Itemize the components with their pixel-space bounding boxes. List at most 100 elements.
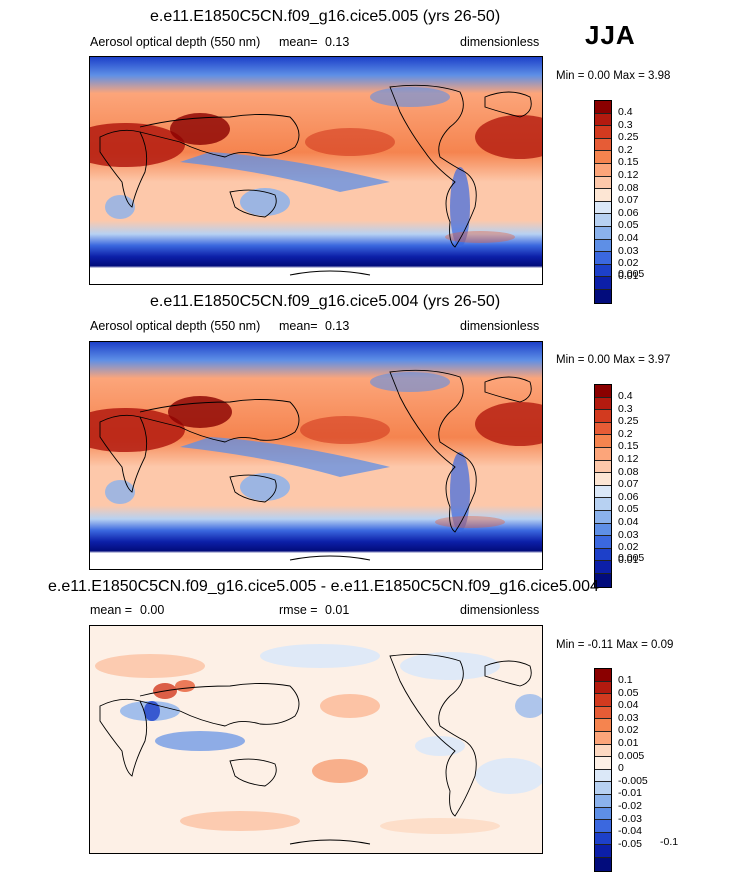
- panel3-title: e.e11.E1850C5CN.f09_g16.cice5.005 - e.e1…: [48, 578, 599, 595]
- panel3-cbar-label: 0.01: [618, 737, 639, 749]
- panel2-minmax: Min = 0.00 Max = 3.97: [556, 354, 671, 366]
- panel2-colorbar-cell: [595, 561, 611, 574]
- panel3-colorbar-cell: [595, 744, 611, 758]
- panel1-cbar-label: 0.04: [618, 232, 639, 244]
- panel2-colorbar-cell: [595, 573, 611, 587]
- panel1-minmax: Min = 0.00 Max = 3.98: [556, 70, 671, 82]
- panel3-colorbar-cell: [595, 719, 611, 732]
- panel3-colorbar-cell: [595, 832, 611, 846]
- panel2-colorbar-cell: [595, 447, 611, 461]
- panel3-colorbar-cell: [595, 769, 611, 783]
- panel1-colorbar-cell: [595, 264, 611, 278]
- panel3-coastlines: [99, 653, 532, 845]
- panel1-cbar-label: 0.05: [618, 219, 639, 232]
- panel1-cbar-label: 0.15: [618, 156, 639, 169]
- panel1-mean-label: mean=: [279, 35, 318, 49]
- panel2-variable: Aerosol optical depth (550 nm): [90, 319, 261, 333]
- panel1-colorbar-cell: [595, 138, 611, 152]
- panel3-map: [89, 625, 543, 854]
- panel1-colorbar-cell: [595, 252, 611, 265]
- panel1-cbar-label: 0.4: [618, 106, 633, 118]
- panel3-colorbar-cell: [595, 731, 611, 745]
- panel2-cbar-label: 0.12: [618, 453, 639, 465]
- panel2-cbar-label: 0.03: [618, 528, 639, 541]
- panel3-cbar-label: 0.1: [618, 674, 633, 686]
- panel3-cbar-label: 0.05: [618, 686, 639, 699]
- panel2-colorbar-cell: [595, 485, 611, 499]
- panel1-colorbar-cell: [595, 176, 611, 190]
- panel2-cbar-label: 0.3: [618, 402, 633, 415]
- panel1-units: dimensionless: [460, 35, 540, 49]
- panel3-units: dimensionless: [460, 603, 540, 617]
- panel2-map: [89, 341, 543, 570]
- panel2-colorbar-cell: [595, 435, 611, 448]
- panel1-cbar-label: 0.12: [618, 169, 639, 181]
- panel3-mean-label: mean =: [90, 603, 133, 617]
- panel2-colorbar-cell: [595, 397, 611, 411]
- panel3-minmax: Min = -0.11 Max = 0.09: [556, 639, 674, 651]
- panel2-colorbar-cell: [595, 385, 611, 398]
- panel3-cbar-label: 0: [618, 762, 624, 775]
- panel1-colorbar-cell: [595, 239, 611, 253]
- panel2-title: e.e11.E1850C5CN.f09_g16.cice5.004 (yrs 2…: [150, 293, 501, 310]
- panel3-colorbar-cell: [595, 694, 611, 707]
- panel1-cbar-label: 0.08: [618, 181, 639, 194]
- panel3-colorbar-cell: [595, 669, 611, 682]
- panel3-colorbar: [594, 668, 612, 872]
- season-label: JJA: [585, 20, 636, 50]
- panel2-cbar-label: 0.005: [618, 552, 645, 564]
- panel1-coastlines: [99, 84, 532, 276]
- panel3-mean-value: 0.00: [140, 603, 165, 617]
- panel3-colorbar-cell: [595, 857, 611, 871]
- panel3-difference-features: [95, 644, 542, 834]
- panel2-cbar-label: 0.25: [618, 415, 639, 428]
- panel1-colorbar-cell: [595, 151, 611, 164]
- panel1-aerosol-features: [90, 87, 542, 247]
- panel3-cbar-label: 0.03: [618, 711, 639, 724]
- panel2-mean-value: 0.13: [325, 319, 350, 333]
- panel2-mean-label: mean=: [279, 319, 318, 333]
- panel1-cbar-label: 0.005: [618, 268, 645, 280]
- panel2-colorbar-cell: [595, 460, 611, 474]
- panel2-cbar-label: 0.06: [618, 490, 639, 503]
- panel3-cbar-label: -0.1: [660, 836, 679, 848]
- panel1-cbar-label: 0.02: [618, 257, 639, 270]
- panel1-colorbar-cell: [595, 277, 611, 290]
- panel2-cbar-label: 0.15: [618, 440, 639, 453]
- panel1-title: e.e11.E1850C5CN.f09_g16.cice5.005 (yrs 2…: [150, 8, 501, 25]
- panel1-colorbar-cell: [595, 101, 611, 114]
- panel1-colorbar-cell: [595, 126, 611, 139]
- panel2-cbar-label: 0.02: [618, 541, 639, 554]
- panel3-cbar-label: 0.04: [618, 699, 639, 712]
- panel2-colorbar-cell: [595, 473, 611, 486]
- panel1-cbar-label: 0.06: [618, 206, 639, 219]
- panel3-colorbar-cell: [595, 845, 611, 858]
- panel3-colorbar-cell: [595, 807, 611, 821]
- panel2-cbar-label: 0.07: [618, 478, 639, 491]
- panel1-cbar-label: 0.07: [618, 194, 639, 207]
- panel1-colorbar-cell: [595, 201, 611, 215]
- panel3-cbar-label: -0.01: [618, 787, 642, 800]
- panel3-colorbar-cell: [595, 681, 611, 695]
- panel1-colorbar-cell: [595, 113, 611, 127]
- panel3-cbar-label: -0.02: [618, 800, 642, 812]
- panel3-cbar-label: -0.04: [618, 825, 642, 838]
- panel1-colorbar-cell: [595, 214, 611, 227]
- panel1-colorbar-cell: [595, 289, 611, 303]
- panel1-mean-value: 0.13: [325, 35, 350, 49]
- panel3-colorbar-cell: [595, 706, 611, 720]
- panel2-colorbar-cell: [595, 523, 611, 537]
- panel1-variable: Aerosol optical depth (550 nm): [90, 35, 261, 49]
- panel3-cbar-label: 0.02: [618, 724, 639, 737]
- panel3-colorbar-cell: [595, 782, 611, 795]
- panel1-colorbar: [594, 100, 612, 304]
- panel2-units: dimensionless: [460, 319, 540, 333]
- panel2-colorbar-cell: [595, 536, 611, 549]
- panel3-rmse-label: rmse =: [279, 603, 318, 617]
- panel1-cbar-label: 0.25: [618, 131, 639, 144]
- panel1-colorbar-cell: [595, 189, 611, 202]
- panel3-cbar-label: -0.05: [618, 837, 642, 850]
- panel2-cbar-label: 0.04: [618, 516, 639, 528]
- panel3-colorbar-cell: [595, 757, 611, 770]
- panel3-cbar-label: 0.005: [618, 749, 645, 762]
